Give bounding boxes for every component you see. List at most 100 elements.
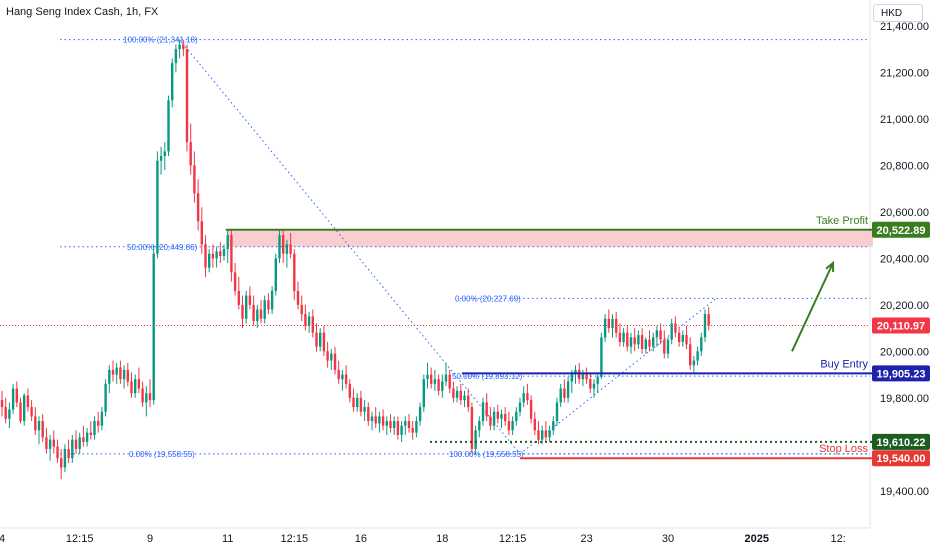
candle-body xyxy=(655,330,659,338)
candle-body xyxy=(48,439,52,449)
candle-body xyxy=(4,407,7,419)
candle-body xyxy=(433,379,437,384)
candle-body xyxy=(293,253,296,291)
candle-body xyxy=(178,44,181,50)
candle-body xyxy=(463,395,466,401)
fib-trend-a xyxy=(179,39,521,455)
candle-body xyxy=(378,416,381,424)
price-badge-buy-entry-bg xyxy=(872,365,930,382)
candle-body xyxy=(174,49,178,64)
candle-body xyxy=(15,388,18,403)
candle-body xyxy=(589,379,592,389)
candle-body xyxy=(34,416,37,431)
price-badge-last: 20,110.97 xyxy=(877,321,925,333)
candle-body xyxy=(341,374,344,380)
candle-body xyxy=(85,432,89,442)
candle-body xyxy=(311,316,314,333)
candle-body xyxy=(141,388,144,403)
price-badge-take-profit-bg xyxy=(872,221,930,238)
candle-body xyxy=(134,379,137,394)
candle-body xyxy=(200,221,203,245)
candle-body xyxy=(448,374,451,389)
candle-body xyxy=(522,393,525,403)
candle-body xyxy=(89,432,92,435)
candle-body xyxy=(111,369,115,375)
candle-body xyxy=(607,318,610,329)
x-tick-label: 11 xyxy=(222,533,233,545)
candle-body xyxy=(496,411,499,419)
candle-body xyxy=(459,390,462,401)
candle-body xyxy=(74,439,78,449)
candle-body xyxy=(548,430,551,438)
candle-body xyxy=(452,388,455,398)
fib-label: 0.00% (20,227.69) xyxy=(455,294,521,303)
candle-body xyxy=(359,397,363,412)
x-tick-label: 12:15 xyxy=(281,533,309,545)
candle-body xyxy=(63,448,67,468)
x-tick-label: 4 xyxy=(0,533,5,545)
candle-body xyxy=(263,300,266,319)
candle-body xyxy=(270,290,274,310)
candle-body xyxy=(478,421,481,431)
candle-body xyxy=(467,395,470,408)
candle-body xyxy=(60,458,63,468)
candle-body xyxy=(393,421,396,429)
candle-body xyxy=(11,388,15,410)
candle-body xyxy=(437,379,440,391)
currency-selector[interactable]: HKD xyxy=(873,4,923,22)
candle-body xyxy=(659,330,662,340)
candle-body xyxy=(156,160,159,254)
candle-body xyxy=(185,49,189,143)
candle-body xyxy=(681,335,684,343)
fib-label: 100.00% (21,341.18) xyxy=(123,36,198,45)
candle-body xyxy=(326,351,329,361)
candle-body xyxy=(182,44,185,50)
level-label-stop-loss: Stop Loss xyxy=(819,443,868,455)
candle-body xyxy=(444,374,448,382)
candle-body xyxy=(204,244,207,268)
candle-body xyxy=(237,290,240,305)
candle-body xyxy=(396,421,400,435)
candle-body xyxy=(685,335,688,345)
candle-body xyxy=(541,430,544,440)
candle-body xyxy=(93,421,96,435)
chart-title: Hang Seng Index Cash, 1h, FX xyxy=(6,6,159,18)
candle-body xyxy=(307,316,311,326)
candle-body xyxy=(267,300,270,310)
candle-body xyxy=(152,253,155,401)
candle-body xyxy=(278,235,281,259)
candle-body xyxy=(592,383,596,389)
price-badge-last-bg xyxy=(872,317,930,334)
candle-body xyxy=(700,337,703,352)
fib-label: 0.00% (19,558.55) xyxy=(129,450,195,459)
candle-body xyxy=(26,395,30,408)
candle-body xyxy=(348,383,351,398)
candle-body xyxy=(422,379,425,408)
candle-body xyxy=(411,428,414,433)
candle-body xyxy=(407,421,411,429)
candle-body xyxy=(430,374,433,384)
y-tick-label: 21,400.00 xyxy=(880,21,929,33)
candle-body xyxy=(256,309,259,322)
y-tick-label: 21,200.00 xyxy=(880,67,929,79)
candle-body xyxy=(252,304,255,322)
candle-body xyxy=(37,421,41,431)
candle-body xyxy=(622,332,625,343)
candle-body xyxy=(148,393,152,401)
fib-label: 50.00% (20,449.86) xyxy=(127,243,198,252)
x-tick-label: 30 xyxy=(662,533,674,545)
candle-body xyxy=(226,235,229,250)
candle-body xyxy=(8,409,11,419)
candle-body xyxy=(500,414,503,419)
candle-body xyxy=(663,339,666,354)
candle-body xyxy=(640,335,644,349)
candle-body xyxy=(474,430,477,449)
candle-body xyxy=(274,258,277,291)
x-tick-label: 18 xyxy=(436,533,448,545)
x-tick-label: 12:15 xyxy=(66,533,94,545)
candle-body xyxy=(304,314,307,326)
candle-body xyxy=(52,439,55,447)
candle-body xyxy=(108,369,111,384)
candle-body xyxy=(159,156,163,161)
